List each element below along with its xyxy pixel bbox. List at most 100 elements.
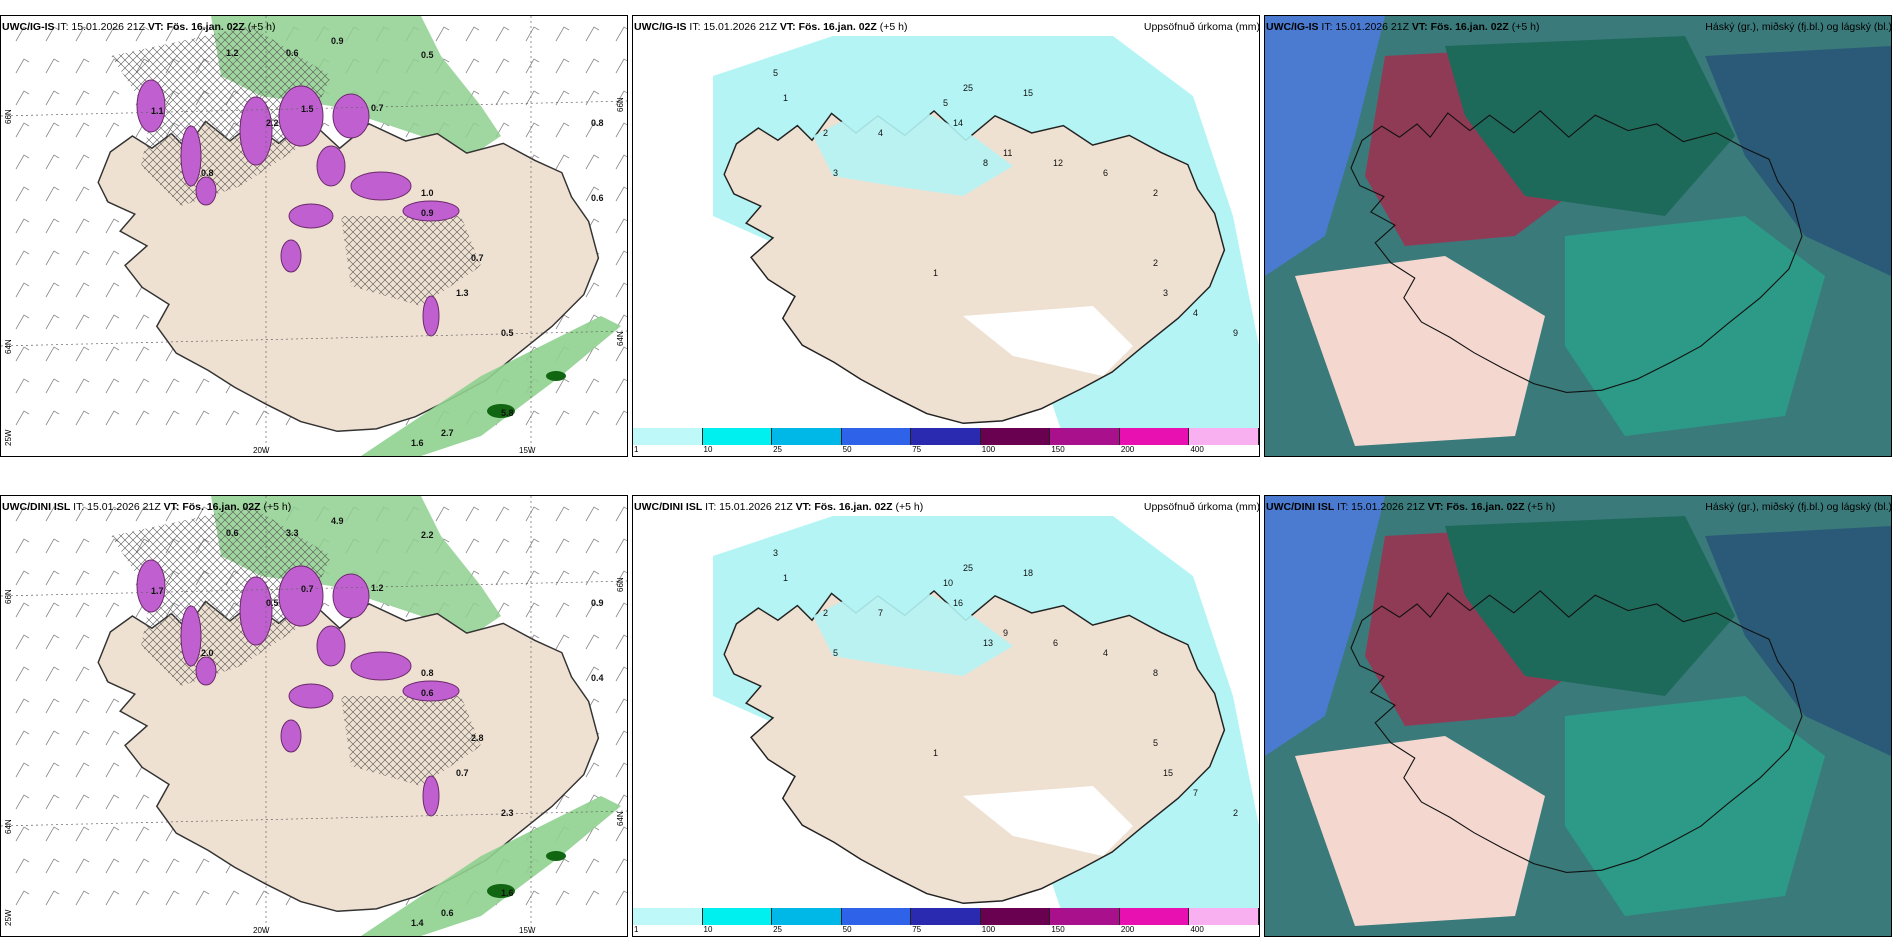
snowfall-blob: [350, 171, 412, 201]
wind-barb-icon: [525, 410, 540, 426]
value-label: 2.7: [441, 428, 454, 438]
wind-barb-icon: [15, 538, 30, 554]
model-name: UWC/IG-IS: [634, 21, 687, 33]
map-axis-label: 15W: [519, 926, 536, 935]
lead-time: (+5 h): [247, 21, 276, 33]
legend-swatch: [702, 908, 773, 925]
wind-barb-icon: [615, 26, 627, 42]
wind-barb-icon: [495, 26, 510, 42]
wind-barb-icon: [225, 890, 240, 906]
wind-barb-icon: [75, 794, 90, 810]
map-axis-label: 15W: [519, 446, 536, 455]
dry-area: [963, 786, 1133, 856]
wind-barb-icon: [435, 26, 450, 42]
wind-barb-icon: [615, 282, 627, 298]
precip-value: 2: [823, 128, 828, 138]
wind-barb-icon: [555, 410, 570, 426]
precip-value: 4: [878, 128, 883, 138]
wind-barb-icon: [105, 570, 120, 586]
wind-barb-icon: [615, 762, 627, 778]
map-axis-label: 25W: [4, 909, 13, 926]
wind-barb-icon: [135, 858, 150, 874]
wind-barb-icon: [75, 602, 90, 618]
heavy-rain-core: [487, 404, 515, 418]
precip-area: [813, 576, 1013, 676]
wind-barb-icon: [555, 634, 570, 650]
snowfall-blob: [316, 625, 346, 667]
wind-barb-icon: [615, 314, 627, 330]
wind-barb-icon: [15, 826, 30, 842]
legend-swatch: [772, 428, 842, 445]
wind-barb-icon: [45, 762, 60, 778]
wind-barb-icon: [45, 698, 60, 714]
wind-barb-icon: [15, 410, 30, 426]
wind-barb-icon: [585, 602, 600, 618]
precip-value: 12: [1053, 158, 1063, 168]
legend-label: 100: [981, 925, 996, 934]
wind-barb-icon: [135, 346, 150, 362]
wind-barb-icon: [195, 858, 210, 874]
heavy-rain-core: [546, 851, 566, 861]
value-label: 1.2: [371, 583, 384, 593]
snowfall-blob: [422, 775, 440, 817]
value-label: 2.8: [471, 733, 484, 743]
value-label: 0.4: [591, 673, 604, 683]
snowfall-blob: [280, 239, 302, 273]
weather-map: 66N 64N 25W 20W 15W 66N 64N 0.6 4.9 3.3 2.2 1.7 2.0 0…: [1, 496, 627, 936]
legend-swatch: [1189, 908, 1259, 925]
header-wrap-2: UWC/IG-IS IT: 15.01.2026 21Z VT: Fös. 16…: [634, 20, 1262, 34]
mid-cloud: [1565, 216, 1825, 436]
snowfall-blob: [195, 656, 217, 686]
wind-barb-icon: [75, 186, 90, 202]
precip-legend: 1 10 25 50 75 100 150 200 400: [633, 908, 1259, 936]
wind-barb-icon: [45, 378, 60, 394]
wind-barb-icon: [495, 58, 510, 74]
precip-value: 6: [1103, 168, 1108, 178]
wind-barb-icon: [15, 186, 30, 202]
mid-cloud: [1565, 696, 1825, 916]
parallel-64n: [1, 810, 627, 827]
hatched-region: [111, 506, 331, 686]
high-cloud: [1705, 46, 1891, 276]
precip-value: 15: [1023, 88, 1033, 98]
panel-ig-precip: 5 1 2 3 4 5 14 25 15 8 11 12 6 2 3 4 9 2 1 1 10 25 50 75 100 150 2…: [632, 15, 1260, 457]
panel-dini-clouds: [1264, 495, 1892, 937]
wind-barb-icon: [45, 794, 60, 810]
value-label: 0.5: [266, 598, 279, 608]
wind-barb-icon: [15, 90, 30, 106]
wind-barb-icon: [165, 378, 180, 394]
map-axis-label: 66N: [616, 97, 625, 112]
wind-barb-icon: [615, 410, 627, 426]
hatched-region: [111, 26, 331, 206]
wind-barb-icon: [45, 186, 60, 202]
precip-value: 5: [1153, 738, 1158, 748]
wind-barb-icon: [435, 506, 450, 522]
wind-barb-icon: [135, 506, 150, 522]
wind-barb-icon: [75, 666, 90, 682]
wind-barb-icon: [45, 282, 60, 298]
wind-barb-icon: [615, 186, 627, 202]
product-description: Háský (gr.), miðský (fj.bl.) og lágský (…: [1705, 501, 1892, 513]
precip-value: 9: [1003, 628, 1008, 638]
product-description: Háský (gr.), miðský (fj.bl.) og lágský (…: [1705, 21, 1892, 33]
precip-value: 5: [833, 648, 838, 658]
wind-barb-icon: [75, 154, 90, 170]
wind-barb-icon: [45, 154, 60, 170]
panel-dini-weather: 66N 64N 25W 20W 15W 66N 64N 0.6 4.9 3.3 2.2 1.7 2.0 0…: [0, 495, 628, 937]
wind-barb-icon: [45, 122, 60, 138]
wind-barb-icon: [45, 58, 60, 74]
wind-barb-icon: [465, 538, 480, 554]
wind-barb-icon: [15, 858, 30, 874]
rain-band: [361, 316, 621, 456]
wind-barb-icon: [135, 826, 150, 842]
wind-barb-icon: [555, 90, 570, 106]
wind-barb-icon: [555, 154, 570, 170]
wind-barb-icon: [75, 410, 90, 426]
wind-barb-icon: [75, 26, 90, 42]
wind-barb-icon: [15, 570, 30, 586]
wind-barb-icon: [525, 570, 540, 586]
wind-barb-icon: [75, 250, 90, 266]
value-label: 0.5: [421, 50, 434, 60]
wind-barb-icon: [15, 346, 30, 362]
